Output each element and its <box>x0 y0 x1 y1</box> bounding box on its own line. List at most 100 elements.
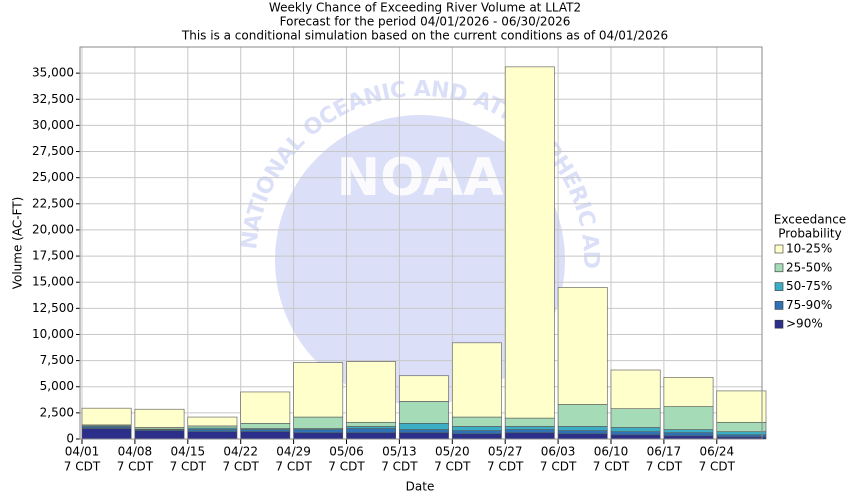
bar-segment <box>663 432 714 437</box>
bar-segment <box>610 434 661 440</box>
chart-subtitle: Forecast for the period 04/01/2026 - 06/… <box>280 15 571 29</box>
bar-segment <box>293 362 344 418</box>
y-tick-label: 0 <box>66 432 74 446</box>
x-tick-sublabel: 7 CDT <box>699 460 736 474</box>
bar-segment <box>399 401 449 424</box>
bar-segment <box>451 430 502 435</box>
bar-segment <box>451 416 502 427</box>
bar-segment <box>504 426 555 430</box>
bar-segment <box>134 408 185 428</box>
bar-segment <box>663 377 714 407</box>
legend-title: Probability <box>778 227 841 241</box>
bar-segment <box>293 432 344 440</box>
y-axis-label: Volume (AC-FT) <box>11 197 25 290</box>
bar-segment <box>240 429 291 432</box>
legend-label: >90% <box>786 317 823 331</box>
y-tick-label: 27,500 <box>32 144 74 158</box>
legend-swatch <box>774 319 784 329</box>
bar-segment <box>399 429 449 434</box>
x-tick-label: 05/27 <box>488 445 523 459</box>
bar-segment <box>557 426 608 431</box>
x-tick-sublabel: 7 CDT <box>381 460 418 474</box>
bar-segment <box>346 426 396 429</box>
bar-segment <box>451 426 502 431</box>
bar-segment <box>504 432 555 440</box>
x-tick-label: 06/03 <box>541 445 576 459</box>
x-tick-label: 05/20 <box>435 445 470 459</box>
bar-segment <box>451 433 502 440</box>
bar-segment <box>610 427 661 432</box>
legend-title: Exceedance <box>774 213 846 227</box>
bar-segment <box>716 434 767 438</box>
x-tick-sublabel: 7 CDT <box>64 460 101 474</box>
x-tick-sublabel: 7 CDT <box>275 460 312 474</box>
bar-segment <box>346 421 396 427</box>
bar-segment <box>451 342 502 418</box>
x-tick-label: 04/01 <box>65 445 100 459</box>
bar-segment <box>557 433 608 440</box>
bar-segment <box>557 287 608 405</box>
bar-segment <box>399 432 449 440</box>
watermark-disc <box>275 115 565 405</box>
bar-segment <box>557 404 608 427</box>
y-tick-label: 5,000 <box>40 379 74 393</box>
bar-segment <box>293 416 344 429</box>
x-tick-label: 06/17 <box>647 445 682 459</box>
bar-segment <box>240 423 291 429</box>
chart-title: Weekly Chance of Exceeding River Volume … <box>269 1 581 15</box>
bar-segment <box>187 425 238 429</box>
bar-segment <box>663 406 714 430</box>
x-axis-label: Date <box>406 480 435 494</box>
x-tick-label: 04/29 <box>276 445 311 459</box>
x-tick-sublabel: 7 CDT <box>117 460 154 474</box>
legend-swatch <box>774 263 784 273</box>
x-tick-sublabel: 7 CDT <box>434 460 471 474</box>
bar-segment <box>346 428 396 434</box>
x-tick-label: 05/13 <box>382 445 417 459</box>
y-tick-label: 20,000 <box>32 222 74 236</box>
bar-segment <box>346 432 396 440</box>
legend-label: 25-50% <box>786 260 832 274</box>
bar-segment <box>187 416 238 427</box>
legend-swatch <box>774 301 784 310</box>
legend-swatch <box>774 244 784 254</box>
x-tick-label: 04/08 <box>118 445 153 459</box>
bar-segment <box>504 417 555 427</box>
bar-segment <box>399 375 449 402</box>
bar-segment <box>716 421 767 432</box>
legend-label: 10-25% <box>786 242 832 256</box>
bar-segment <box>716 431 767 436</box>
y-tick-label: 10,000 <box>32 327 74 341</box>
x-tick-label: 04/15 <box>171 445 206 459</box>
bar-segment <box>293 429 344 434</box>
bar-segment <box>399 423 449 430</box>
bar-segment <box>134 430 185 440</box>
chart-note: This is a conditional simulation based o… <box>181 29 668 43</box>
bar-segment <box>610 369 661 409</box>
x-tick-sublabel: 7 CDT <box>540 460 577 474</box>
bar-segment <box>504 66 555 419</box>
legend-swatch <box>774 282 784 291</box>
y-tick-label: 12,500 <box>32 301 74 315</box>
bar-segment <box>187 431 238 440</box>
bar-segment <box>346 361 396 423</box>
x-tick-label: 05/06 <box>329 445 364 459</box>
y-tick-label: 35,000 <box>32 66 74 80</box>
y-tick-label: 30,000 <box>32 118 74 132</box>
bar-segment <box>663 429 714 434</box>
x-tick-label: 06/24 <box>700 445 735 459</box>
y-tick-label: 22,500 <box>32 196 74 210</box>
y-tick-label: 2,500 <box>40 405 74 419</box>
y-tick-label: 17,500 <box>32 249 74 263</box>
x-tick-label: 04/22 <box>223 445 258 459</box>
y-tick-label: 15,000 <box>32 275 74 289</box>
bar-segment <box>240 391 291 424</box>
legend-label: 50-75% <box>786 279 832 293</box>
x-tick-label: 06/10 <box>594 445 629 459</box>
x-tick-sublabel: 7 CDT <box>328 460 365 474</box>
y-tick-label: 32,500 <box>32 92 74 106</box>
bar-segment <box>504 429 555 434</box>
x-tick-sublabel: 7 CDT <box>487 460 524 474</box>
x-tick-sublabel: 7 CDT <box>646 460 683 474</box>
